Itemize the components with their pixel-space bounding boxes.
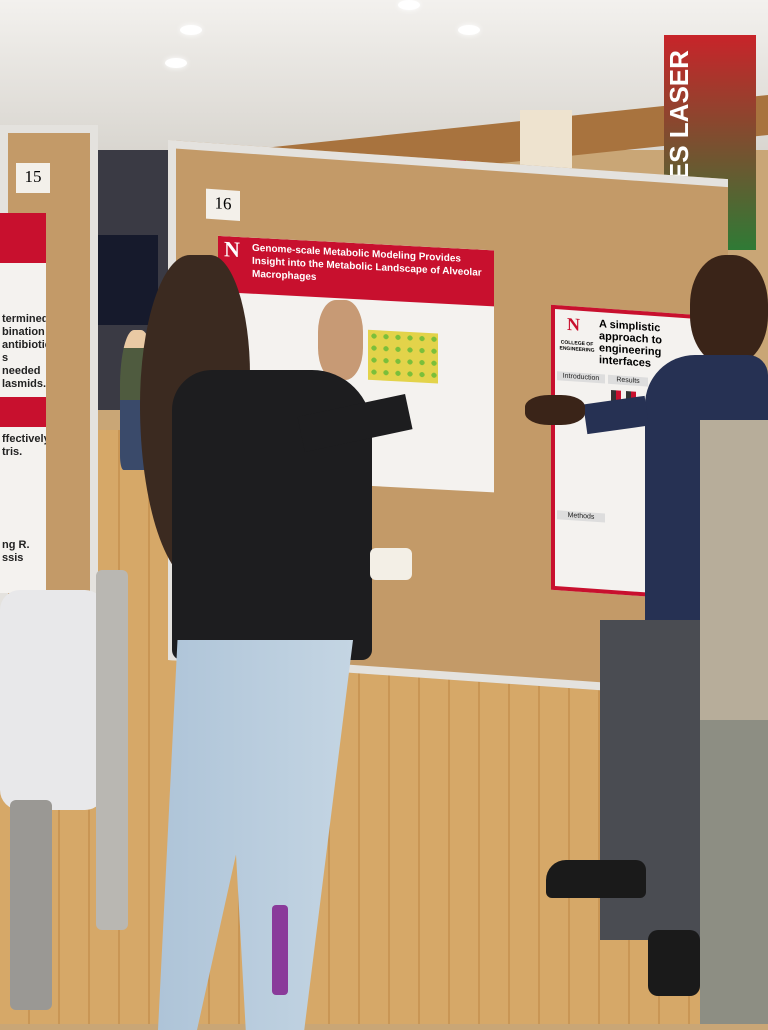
man-shoe <box>546 860 646 898</box>
poster-header: N Genome-scale Metabolic Modeling Provid… <box>218 235 494 307</box>
poster-board-15: 15 termined bination antibiotic s needed… <box>0 125 98 615</box>
poster-figure <box>368 329 438 384</box>
poster-title: A simplistic approach to engineering int… <box>599 318 662 370</box>
ceiling-light <box>180 25 202 35</box>
partial-person-right <box>700 420 768 1024</box>
text-fragment: ng R. <box>2 539 30 551</box>
man-hand <box>525 395 585 425</box>
college-name: COLLEGE OF ENGINEERING <box>559 339 595 354</box>
unl-logo: N <box>224 236 240 263</box>
board-number: 15 <box>16 163 50 193</box>
coffee-cup <box>370 548 412 580</box>
poster-title: Genome-scale Metabolic Modeling Provides… <box>252 242 482 284</box>
section-heading: Methods <box>557 510 605 523</box>
section-heading: Results <box>608 374 648 387</box>
man-head <box>690 255 768 365</box>
poster-left-text: termined bination antibiotic s needed la… <box>0 263 46 565</box>
poster-tube <box>10 800 52 1010</box>
ceiling-light <box>398 0 420 10</box>
poster-left: termined bination antibiotic s needed la… <box>0 213 46 593</box>
text-fragment: bination <box>2 326 45 338</box>
text-fragment: lasmids. <box>2 378 46 390</box>
water-bottle <box>272 905 288 995</box>
man-shoe <box>648 930 700 996</box>
text-fragment: tris. <box>2 446 23 458</box>
text-fragment: s needed <box>2 352 41 377</box>
section-heading: Introduction <box>557 371 605 384</box>
text-fragment: termined <box>2 313 46 325</box>
board-number: 16 <box>206 188 240 222</box>
woman-face <box>318 300 363 380</box>
text-fragment: ssis <box>2 552 24 564</box>
ceiling-light <box>165 58 187 68</box>
unl-logo: N <box>567 313 580 335</box>
poster-tube <box>96 570 128 930</box>
curtain <box>92 235 158 325</box>
white-jacket <box>0 590 105 810</box>
ceiling-light <box>458 25 480 35</box>
text-fragment: ffectively <box>2 433 46 445</box>
text-fragment: antibiotic <box>2 339 46 351</box>
